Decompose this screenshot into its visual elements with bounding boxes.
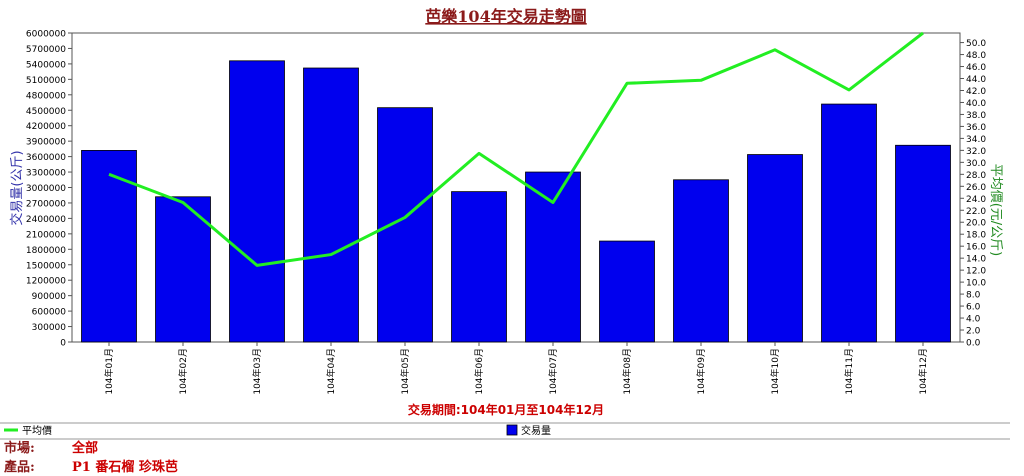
line-layer	[108, 31, 924, 267]
legend: 平均價 交易量	[4, 424, 551, 437]
bar-104年08月	[599, 240, 655, 343]
bars-layer	[81, 60, 951, 343]
right-axis-tick-label: 42.0	[966, 87, 986, 97]
right-axis-tick-label: 34.0	[966, 135, 986, 145]
x-tick-label: 104年10月	[769, 348, 781, 395]
bar-104年07月	[525, 171, 581, 343]
left-axis-tick-label: 1800000	[26, 246, 66, 256]
left-axis-tick-label: 5400000	[26, 60, 66, 70]
legend-label-line: 平均價	[22, 424, 52, 437]
x-tick-label: 104年04月	[325, 348, 337, 395]
left-axis: 0 300000 600000 900000 1200000 1500000 1800000…	[26, 30, 72, 349]
bar-104年11月	[821, 103, 877, 343]
x-tick-label: 104年03月	[251, 348, 263, 395]
right-axis-tick-label: 16.0	[966, 243, 986, 253]
left-axis-tick-label: 3600000	[26, 153, 66, 163]
bar-104年10月	[747, 154, 803, 343]
right-axis-tick-label: 6.0	[966, 303, 981, 313]
footer-product-label: 產品:	[4, 460, 35, 475]
x-tick-label: 104年01月	[103, 348, 115, 395]
left-axis-tick-label: 5700000	[26, 45, 66, 55]
right-axis-tick-label: 40.0	[966, 99, 986, 109]
right-axis-tick-label: 44.0	[966, 75, 986, 85]
bar-104年12月	[895, 144, 951, 343]
bar-104年01月	[81, 150, 137, 343]
right-axis-tick-label: 12.0	[966, 267, 986, 277]
right-axis-tick-label: 22.0	[966, 207, 986, 217]
left-axis-tick-label: 3900000	[26, 138, 66, 148]
footer-market-value: 全部	[72, 441, 99, 456]
right-axis-tick-label: 28.0	[966, 171, 986, 181]
left-axis-tick-label: 3300000	[26, 169, 66, 179]
left-axis-tick-label: 0	[60, 339, 66, 349]
x-tick-label: 104年06月	[473, 348, 485, 395]
right-axis-tick-label: 48.0	[966, 51, 986, 61]
right-axis-tick-label: 10.0	[966, 279, 986, 289]
left-axis-tick-label: 2100000	[26, 230, 66, 240]
x-tick-label: 104年11月	[843, 348, 855, 395]
x-tick-label: 104年08月	[621, 348, 633, 395]
left-axis-tick-label: 300000	[32, 323, 67, 333]
left-axis-tick-label: 1200000	[26, 277, 66, 287]
right-axis-tick-label: 30.0	[966, 159, 986, 169]
bar-104年05月	[377, 107, 433, 343]
bar-104年09月	[673, 179, 729, 343]
left-axis-tick-label: 2400000	[26, 215, 66, 225]
x-tick-label: 104年09月	[695, 348, 707, 395]
right-axis-tick-label: 36.0	[966, 123, 986, 133]
right-axis-tick-label: 14.0	[966, 255, 986, 265]
footer-product-value: P1 番石榴 珍珠芭	[72, 460, 178, 475]
left-axis-tick-label: 4800000	[26, 91, 66, 101]
left-axis-tick-label: 6000000	[26, 30, 66, 40]
right-axis-tick-label: 24.0	[966, 195, 986, 205]
left-axis-tick-label: 600000	[32, 308, 67, 318]
left-axis-tick-label: 3000000	[26, 184, 66, 194]
x-tick-label: 104年07月	[547, 348, 559, 395]
left-axis-tick-label: 900000	[32, 292, 67, 302]
chart: 芭樂104年交易走勢圖 0 300000 600000 900000 1200000 15…	[0, 7, 1010, 440]
right-axis-tick-label: 26.0	[966, 183, 986, 193]
right-axis-tick-label: 20.0	[966, 219, 986, 229]
right-axis-tick-label: 50.0	[966, 39, 986, 49]
right-axis-tick-label: 32.0	[966, 147, 986, 157]
left-axis-tick-label: 5100000	[26, 76, 66, 86]
x-axis: 104年01月 104年02月 104年03月 104年04月 104年05月 104年0…	[103, 342, 929, 395]
right-axis-tick-label: 18.0	[966, 231, 986, 241]
x-tick-label: 104年02月	[177, 348, 189, 395]
right-axis-tick-label: 2.0	[966, 327, 981, 337]
right-axis-tick-label: 4.0	[966, 315, 981, 325]
left-axis-tick-label: 2700000	[26, 199, 66, 209]
bar-104年06月	[451, 191, 507, 343]
left-axis-tick-label: 1500000	[26, 261, 66, 271]
x-tick-label: 104年12月	[917, 348, 929, 395]
right-axis-tick-label: 38.0	[966, 111, 986, 121]
plot-area	[71, 32, 961, 343]
right-axis-tick-label: 8.0	[966, 291, 981, 301]
left-axis-tick-label: 4200000	[26, 122, 66, 132]
right-axis-tick-label: 0.0	[966, 339, 981, 349]
footer-product-row: 產品: P1 番石榴 珍珠芭	[4, 456, 178, 475]
bar-104年04月	[303, 67, 359, 343]
right-axis-tick-label: 46.0	[966, 63, 986, 73]
footer-market-label: 市場:	[4, 441, 35, 456]
bar-104年02月	[155, 196, 211, 343]
left-axis-tick-label: 4500000	[26, 107, 66, 117]
right-axis: 0.0 2.0 4.0 6.0 8.0 10.0 12.0 14.0 16.0 18.0 20.0 2…	[960, 39, 986, 349]
y-axis-label-right: 平均價(元/公斤)	[988, 164, 1003, 257]
legend-bar-swatch	[506, 424, 518, 436]
y-axis-label-left: 交易量(公斤)	[9, 150, 25, 225]
chart-title: 芭樂104年交易走勢圖	[425, 7, 586, 26]
x-axis-label: 交易期間:104年01月至104年12月	[408, 402, 604, 417]
x-tick-label: 104年05月	[399, 348, 411, 395]
footer-market-row: 市場: 全部	[4, 437, 98, 456]
legend-label-bar: 交易量	[521, 424, 551, 437]
bar-104年03月	[229, 60, 285, 343]
avg-price-line	[108, 31, 924, 267]
